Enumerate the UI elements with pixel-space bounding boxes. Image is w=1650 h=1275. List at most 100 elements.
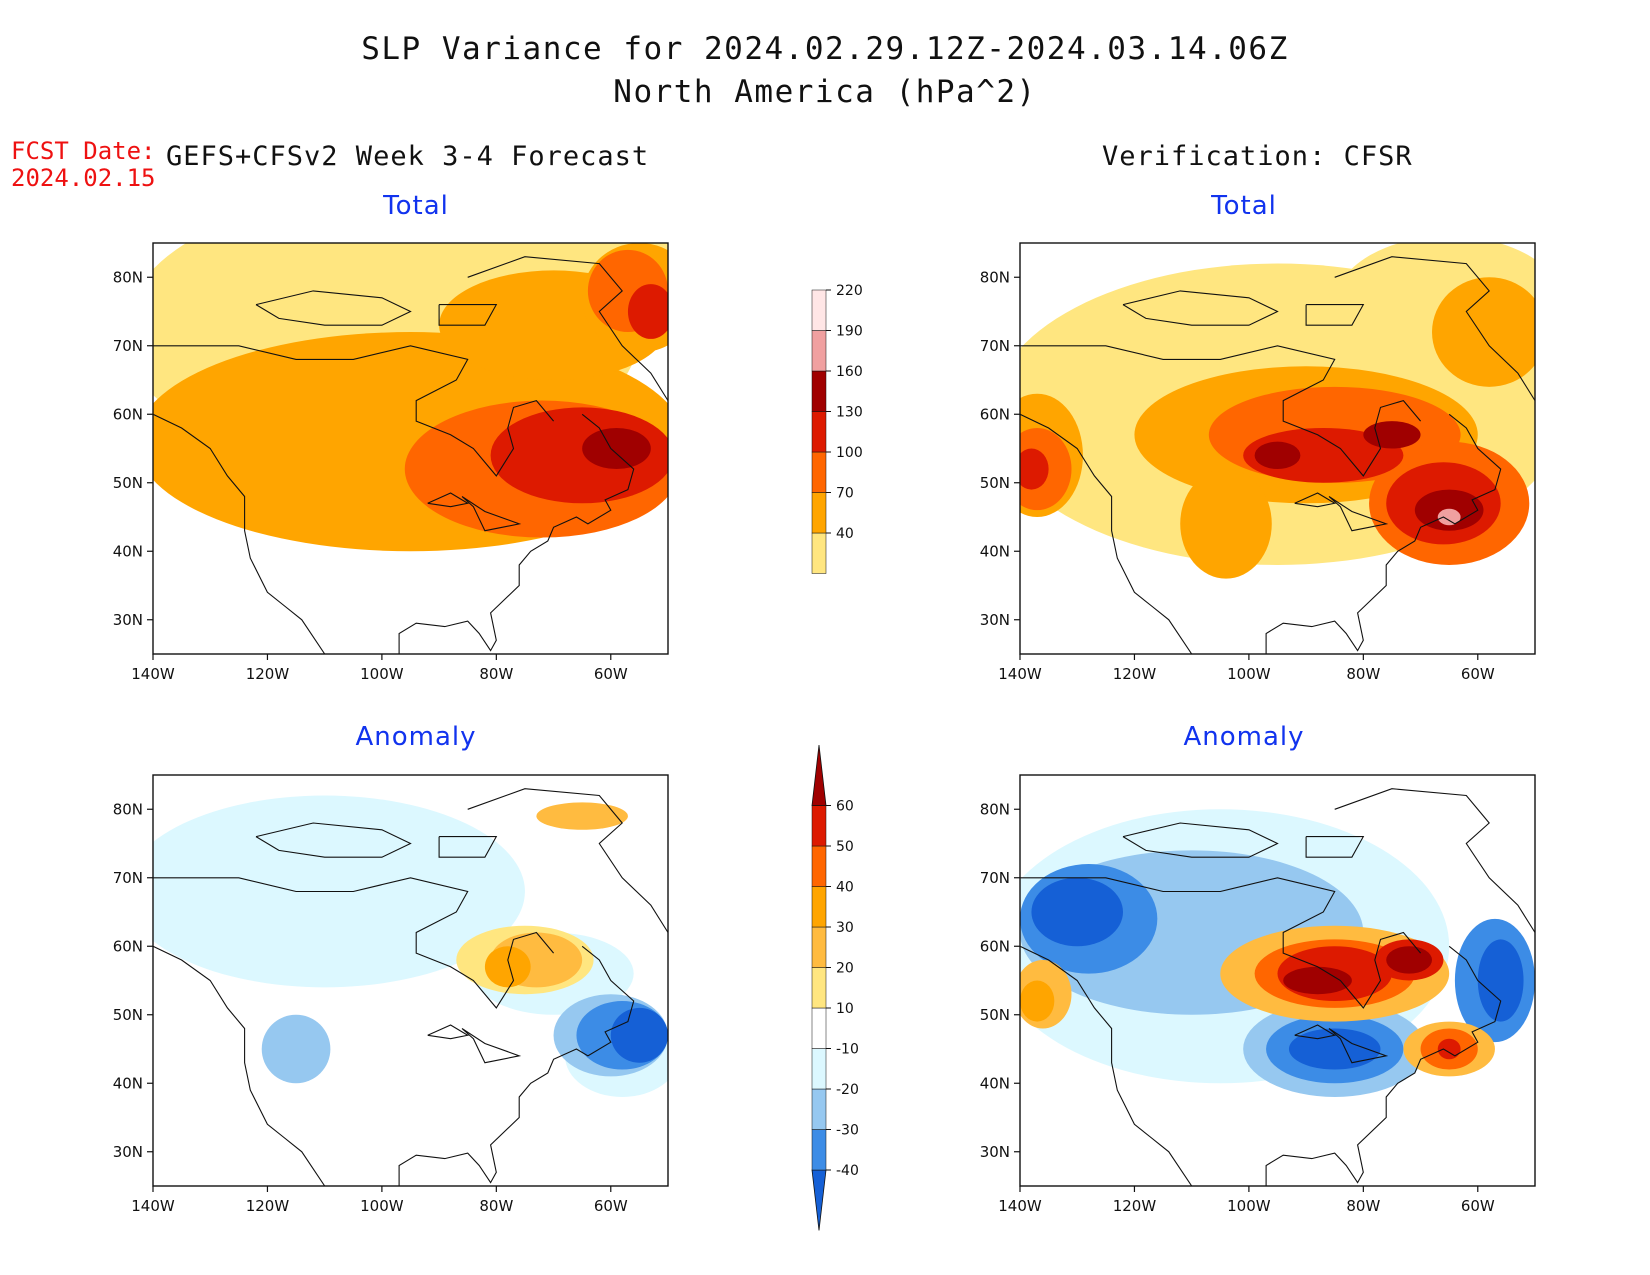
colorbar-swatch	[811, 805, 827, 847]
colorbar-swatch	[811, 1048, 827, 1090]
colorbar-label: 40	[836, 880, 854, 896]
colorbar-swatch	[811, 1169, 827, 1231]
coastline	[398, 945, 635, 1186]
colorbar-swatch	[811, 492, 827, 534]
lat-tick-label: 50N	[113, 1006, 143, 1024]
colorbar-label: 10	[836, 1001, 854, 1017]
lat-tick-label: 80N	[113, 268, 143, 286]
panel-title-verification-anomaly: Anomaly	[1183, 722, 1305, 752]
lon-tick-label: 60W	[1461, 1197, 1495, 1215]
colorbar-label: -20	[836, 1082, 859, 1098]
contour-region	[261, 1014, 331, 1084]
colorbar-label: -40	[836, 1163, 859, 1179]
contour-region	[1386, 946, 1432, 974]
panel-title-forecast-total: Total	[383, 191, 449, 221]
colorbar-swatch	[811, 1007, 827, 1049]
contour-region	[1254, 441, 1301, 470]
map-frame	[1019, 242, 1536, 655]
coastline	[255, 290, 412, 326]
coastline	[461, 1028, 522, 1064]
coastline	[1122, 822, 1279, 858]
colorbar-label: -30	[836, 1123, 859, 1139]
colorbar-label: 130	[836, 405, 863, 421]
coastline	[1122, 290, 1279, 326]
coastline	[427, 1024, 470, 1040]
coastline	[1328, 496, 1389, 532]
contour-region	[1363, 421, 1421, 449]
coastline	[153, 413, 326, 654]
panel-title-verification-total: Total	[1211, 191, 1277, 221]
map-panel-forecast-anomaly: 140W 120W 100W 80W 60W 30N 40N 50N 60N 70N 80N	[113, 774, 669, 1215]
colorbar-label: -10	[836, 1042, 859, 1058]
coastline	[1294, 1024, 1337, 1040]
coastline	[467, 788, 668, 933]
map-frame	[1019, 774, 1536, 1187]
shaded-field-verification-total	[1020, 243, 1535, 654]
coastline	[153, 945, 326, 1186]
lon-tick-label: 60W	[594, 1197, 628, 1215]
coastline	[1020, 877, 1422, 1009]
colorbar-label: 220	[836, 283, 863, 299]
lat-tick-label: 80N	[980, 268, 1010, 286]
lat-tick-label: 50N	[980, 474, 1010, 492]
lat-tick-label: 30N	[113, 611, 143, 629]
colorbar-label: 70	[836, 486, 854, 502]
colorbar-label: 30	[836, 920, 854, 936]
lat-tick-label: 60N	[980, 405, 1010, 423]
contour-region	[1283, 966, 1352, 995]
contour-region	[610, 1007, 668, 1063]
contour-region	[1437, 1038, 1461, 1060]
map-panel-verification-anomaly: 140W 120W 100W 80W 60W 30N 40N 50N 60N 70N 80N	[980, 774, 1536, 1215]
coastline	[1020, 345, 1422, 477]
coastline	[1020, 413, 1193, 654]
colorbar-label: 160	[836, 364, 863, 380]
coastline	[1328, 1028, 1389, 1064]
map-frame	[152, 242, 669, 655]
lon-tick-label: 140W	[998, 1197, 1042, 1215]
left-column-title: GEFS+CFSv2 Week 3-4 Forecast	[166, 141, 650, 172]
lon-tick-label: 140W	[998, 665, 1042, 683]
map-frame	[152, 774, 669, 1187]
coastline	[438, 304, 498, 326]
panel-title-forecast-anomaly: Anomaly	[355, 722, 477, 752]
lat-tick-label: 40N	[113, 542, 143, 560]
lon-tick-label: 100W	[360, 1197, 404, 1215]
lon-tick-label: 100W	[1227, 665, 1271, 683]
coastline	[1020, 945, 1193, 1186]
lat-tick-label: 60N	[113, 405, 143, 423]
lon-tick-label: 120W	[246, 665, 290, 683]
shaded-field-verification-anomaly	[1020, 775, 1535, 1186]
lon-tick-label: 60W	[594, 665, 628, 683]
coastline	[1334, 256, 1535, 401]
colorbar-swatch	[811, 886, 827, 928]
chart-subtitle: North America (hPa^2)	[613, 74, 1037, 110]
contour-region	[536, 802, 628, 830]
lat-tick-label: 30N	[113, 1143, 143, 1161]
map-panel-forecast-total: 140W 120W 100W 80W 60W 30N 40N 50N 60N 70N 80N	[113, 242, 669, 683]
lat-tick-label: 70N	[113, 869, 143, 887]
contour-region	[1020, 980, 1055, 1022]
contour-region	[1288, 1028, 1381, 1070]
lat-tick-label: 40N	[113, 1074, 143, 1092]
contour-region	[1477, 939, 1524, 1022]
coastline	[153, 877, 555, 1009]
colorbar-swatch	[811, 330, 827, 372]
colorbar-label: 100	[836, 445, 863, 461]
contour-region	[1180, 469, 1272, 579]
coastline	[1305, 836, 1365, 858]
colorbar-swatch	[811, 744, 827, 806]
coastline	[255, 822, 412, 858]
lon-tick-label: 120W	[1113, 1197, 1157, 1215]
lat-tick-label: 60N	[113, 937, 143, 955]
lat-tick-label: 50N	[113, 474, 143, 492]
lat-tick-label: 40N	[980, 542, 1010, 560]
lat-tick-label: 60N	[980, 937, 1010, 955]
colorbar-label: 40	[836, 526, 854, 542]
contour-region	[1031, 877, 1123, 947]
lon-tick-label: 80W	[479, 665, 513, 683]
lon-tick-label: 120W	[1113, 665, 1157, 683]
coastline	[438, 836, 498, 858]
coastline	[1334, 788, 1535, 933]
colorbar-swatch	[811, 845, 827, 887]
lat-tick-label: 70N	[980, 337, 1010, 355]
